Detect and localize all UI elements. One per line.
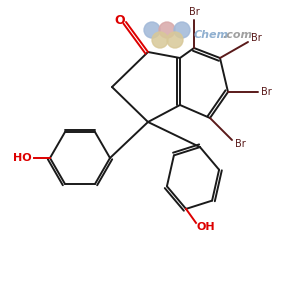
Text: .com: .com [222,30,252,40]
Text: Br: Br [235,139,245,149]
Circle shape [152,32,168,48]
Circle shape [174,22,190,38]
Text: Chem: Chem [194,30,229,40]
Circle shape [167,32,183,48]
Text: HO: HO [13,153,31,163]
Text: Br: Br [261,87,272,97]
Text: O: O [115,14,125,26]
Text: OH: OH [197,222,215,232]
Text: Br: Br [189,7,200,17]
Circle shape [159,22,175,38]
Circle shape [144,22,160,38]
Text: Br: Br [250,33,261,43]
